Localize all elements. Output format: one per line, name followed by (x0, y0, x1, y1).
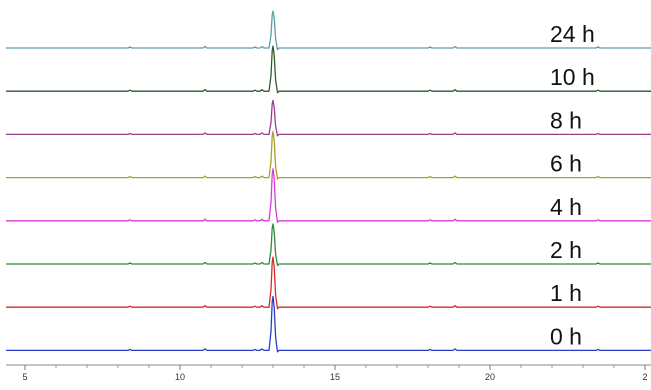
trace-line (6, 295, 651, 353)
x-tick-label: 10 (175, 372, 185, 382)
x-tick-label: 20 (485, 372, 495, 382)
trace-line (6, 130, 651, 180)
trace-group (6, 10, 651, 353)
trace-line (6, 99, 651, 137)
trace-line (6, 10, 651, 51)
trace-label: 4 h (550, 194, 582, 220)
x-axis-ticks: 5 10 15 20 2 (22, 365, 648, 382)
trace-label: 24 h (550, 21, 595, 47)
trace-label: 10 h (550, 64, 595, 90)
trace-label: 8 h (550, 107, 582, 133)
trace-label: 0 h (550, 323, 582, 349)
trace-line (6, 45, 651, 94)
trace-line (6, 223, 651, 267)
trace-label: 2 h (550, 237, 582, 263)
trace-label: 6 h (550, 151, 582, 177)
trace-label: 1 h (550, 280, 582, 306)
trace-line (6, 256, 651, 310)
trace-label-group: 24 h 10 h 8 h 6 h 4 h 2 h 1 h 0 h (550, 21, 595, 349)
x-tick-label: 5 (22, 372, 27, 382)
trace-line (6, 168, 651, 223)
x-tick-label: 2 (642, 372, 647, 382)
x-tick-label: 15 (330, 372, 340, 382)
